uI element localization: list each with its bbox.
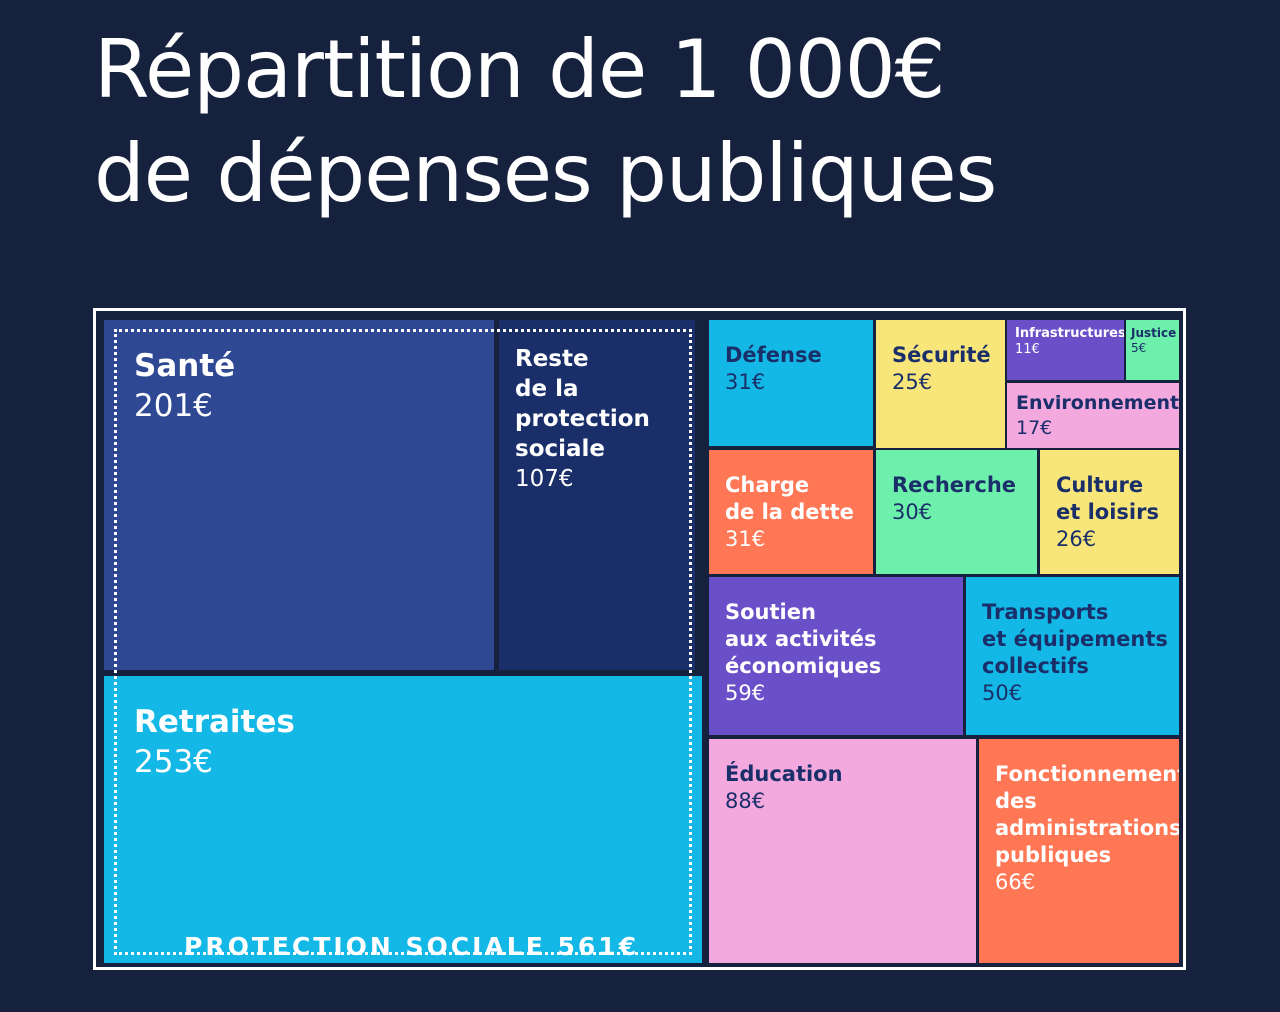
tile-value: 5€ (1131, 341, 1147, 355)
treemap-tile-defense[interactable]: Défense 31€ (709, 320, 873, 446)
group-outline-protection-sociale (114, 329, 692, 955)
tile-value: 11€ (1015, 342, 1040, 357)
tile-label: Recherche 30€ (876, 450, 1016, 526)
tile-name: Environnement (1016, 392, 1179, 414)
tile-value: 253€ (134, 744, 213, 780)
tile-value: 26€ (1056, 527, 1097, 551)
tile-value: 59€ (725, 681, 766, 705)
tile-name: Fonctionnement des administrations publi… (995, 762, 1179, 867)
treemap-tile-retraites[interactable]: Retraites 253€ (104, 676, 702, 963)
tile-name: Justice (1131, 326, 1177, 340)
tile-value: 30€ (892, 500, 933, 524)
tile-value: 88€ (725, 789, 766, 813)
tile-value: 50€ (982, 681, 1023, 705)
tile-label: Sécurité 25€ (876, 320, 991, 396)
tile-name: Santé (134, 348, 236, 384)
treemap-tile-sante[interactable]: Santé 201€ (104, 320, 494, 670)
tile-name: Retraites (134, 704, 295, 740)
treemap-tile-environnement[interactable]: Environnement 17€ (1007, 383, 1179, 448)
treemap-tile-reste-de-la-protection-sociale[interactable]: Reste de la protection sociale 107€ (499, 320, 695, 670)
tile-label: Fonctionnement des administrations publi… (979, 739, 1179, 896)
chart-title-line-2: de dépenses publiques (94, 127, 997, 220)
group-label-protection-sociale: PROTECTION SOCIALE 561€ (184, 932, 640, 961)
tile-name: Reste de la protection sociale (515, 346, 650, 462)
tile-label: Transports et équipements collectifs 50€ (966, 577, 1168, 707)
tile-label: Environnement 17€ (1007, 383, 1179, 441)
tile-label: Reste de la protection sociale 107€ (499, 320, 650, 494)
treemap-tile-education[interactable]: Éducation 88€ (709, 739, 976, 963)
treemap-tile-justice[interactable]: Justice 5€ (1126, 320, 1179, 380)
chart-title-line-1: Répartition de 1 000€ (94, 23, 946, 116)
tile-label: Infrastructures 11€ (1007, 320, 1124, 358)
chart-title: Répartition de 1 000€ de dépenses publiq… (94, 18, 997, 226)
tile-value: 17€ (1016, 417, 1053, 439)
treemap-tile-charge-de-la-dette[interactable]: Charge de la dette 31€ (709, 450, 873, 574)
tile-label: Éducation 88€ (709, 739, 843, 815)
tile-value: 66€ (995, 870, 1036, 894)
tile-value: 107€ (515, 466, 574, 492)
tile-name: Soutien aux activités économiques (725, 600, 882, 678)
tile-name: Culture et loisirs (1056, 473, 1159, 524)
tile-name: Transports et équipements collectifs (982, 600, 1168, 678)
tile-label: Retraites 253€ (104, 676, 295, 782)
tile-name: Défense (725, 343, 822, 367)
treemap-tile-recherche[interactable]: Recherche 30€ (876, 450, 1037, 574)
treemap-tile-transports-et-equipements-collectifs[interactable]: Transports et équipements collectifs 50€ (966, 577, 1179, 735)
tile-value: 31€ (725, 527, 766, 551)
tile-value: 31€ (725, 370, 766, 394)
tile-value: 25€ (892, 370, 933, 394)
tile-label: Culture et loisirs 26€ (1040, 450, 1159, 553)
treemap-tile-soutien-aux-activites-economiques[interactable]: Soutien aux activités économiques 59€ (709, 577, 963, 735)
treemap-frame (93, 308, 1186, 970)
treemap-tile-culture-et-loisirs[interactable]: Culture et loisirs 26€ (1040, 450, 1179, 574)
tile-label: Santé 201€ (104, 320, 235, 426)
tile-label: Défense 31€ (709, 320, 822, 396)
tile-name: Charge de la dette (725, 473, 854, 524)
tile-name: Éducation (725, 762, 843, 786)
tile-name: Recherche (892, 473, 1017, 497)
tile-name: Sécurité (892, 343, 991, 367)
tile-label: Justice 5€ (1126, 320, 1176, 356)
treemap-tile-infrastructures[interactable]: Infrastructures 11€ (1007, 320, 1124, 380)
tile-name: Infrastructures (1015, 326, 1124, 341)
tile-value: 201€ (134, 388, 213, 424)
treemap-tile-fonctionnement-des-administrations-publiques[interactable]: Fonctionnement des administrations publi… (979, 739, 1179, 963)
tile-label: Charge de la dette 31€ (709, 450, 854, 553)
treemap-tile-securite[interactable]: Sécurité 25€ (876, 320, 1005, 448)
tile-label: Soutien aux activités économiques 59€ (709, 577, 881, 707)
